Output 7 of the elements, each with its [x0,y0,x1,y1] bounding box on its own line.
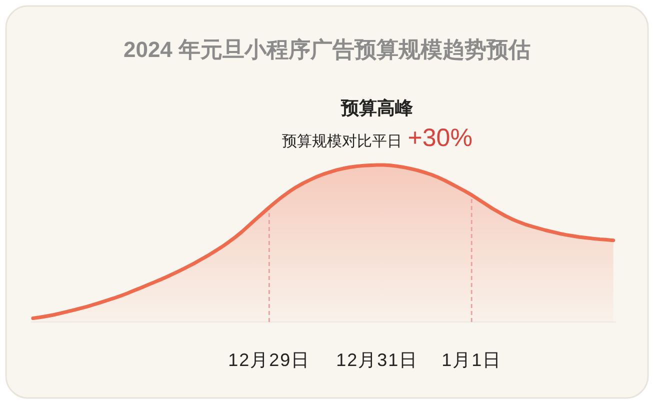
x-tick-label: 12月31日 [336,350,418,370]
text: +30% [408,124,472,152]
x-tick-label: 12月29日 [228,350,310,370]
text: 预算规模对比平日 [282,133,402,150]
x-tick-label: 1月1日 [442,350,502,370]
chart-title: 2024 年元旦小程序广告预算规模趋势预估 [123,37,531,62]
annotation: 预算高峰 [340,98,414,118]
